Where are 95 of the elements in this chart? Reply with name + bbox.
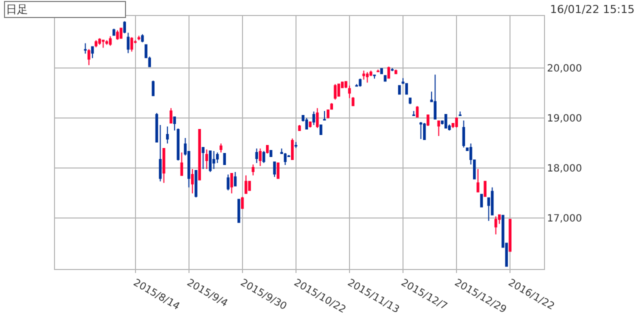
text: 日足 — [6, 3, 28, 16]
candlestick — [98, 38, 101, 46]
candlestick — [130, 36, 134, 52]
text: 16/01/22 15:15 — [550, 3, 635, 16]
candlestick — [394, 69, 398, 75]
candlestick — [205, 148, 208, 170]
candlestick — [408, 97, 412, 105]
candlestick — [138, 35, 140, 41]
candlestick — [202, 146, 204, 170]
candlestick — [108, 36, 112, 46]
candlestick — [162, 147, 166, 184]
candlestick — [380, 68, 383, 75]
candlestick — [308, 121, 312, 128]
candlestick — [241, 196, 244, 210]
candlestick — [266, 144, 269, 154]
candlestick — [455, 118, 458, 128]
candlestick — [208, 150, 212, 172]
candlestick — [330, 102, 333, 110]
candlestick — [434, 74, 437, 120]
candlestick — [191, 168, 194, 194]
candlestick — [105, 40, 108, 46]
candlestick — [462, 120, 466, 148]
candlestick — [494, 216, 498, 235]
candlestick — [194, 170, 198, 198]
candlestick — [480, 193, 483, 208]
candlestick — [423, 122, 426, 140]
candlestick — [316, 108, 319, 129]
candlestick — [294, 142, 298, 148]
candlestick — [226, 174, 230, 191]
candlestick — [320, 124, 322, 136]
candlestick — [284, 152, 287, 166]
candlestick — [120, 27, 122, 40]
candlestick — [305, 118, 308, 130]
candlestick — [323, 110, 326, 122]
candlestick — [255, 148, 258, 164]
candlestick — [126, 32, 130, 54]
candlestick — [390, 68, 394, 72]
candlestick — [234, 171, 237, 186]
candlestick — [426, 114, 430, 127]
candlestick — [230, 172, 234, 194]
candlestick — [112, 28, 116, 36]
candlestick — [155, 112, 158, 143]
candlestick — [312, 111, 316, 126]
candlestick — [326, 109, 330, 120]
candlestick — [84, 42, 87, 54]
candlestick — [373, 74, 376, 80]
candlestick — [276, 162, 280, 180]
candlestick — [358, 78, 362, 88]
candlestick — [437, 120, 440, 137]
candlestick — [180, 152, 184, 176]
candlestick — [258, 148, 262, 166]
candlestick — [244, 174, 248, 194]
candlestick — [270, 149, 272, 158]
candlestick — [262, 150, 266, 164]
candlestick — [198, 129, 201, 181]
candlestick — [273, 161, 276, 178]
candlestick — [152, 80, 155, 97]
candlestick — [419, 122, 422, 140]
candlestick — [223, 152, 226, 166]
candlestick — [376, 69, 380, 73]
candlestick — [476, 168, 480, 193]
candlestick — [166, 126, 169, 144]
y-tick-label: 18,000 — [547, 163, 582, 174]
candlestick — [116, 30, 119, 40]
y-tick-label: 20,000 — [547, 64, 582, 75]
candlestick — [176, 128, 180, 161]
candlestick — [173, 116, 176, 132]
candlestick — [334, 84, 337, 100]
candlestick — [94, 40, 98, 48]
candlestick — [88, 48, 90, 66]
candlestick — [412, 110, 416, 117]
candlestick — [416, 106, 419, 118]
candlestick — [484, 180, 486, 198]
candlestick — [237, 198, 240, 224]
candlestick — [398, 84, 401, 96]
candlestick — [508, 218, 512, 252]
candlestick — [158, 124, 162, 182]
candlestick — [337, 83, 340, 98]
y-tick-label: 17,000 — [547, 213, 582, 224]
candlestick — [220, 143, 222, 153]
y-tick-label: 19,000 — [547, 114, 582, 125]
candlestick — [252, 164, 254, 176]
candlestick — [141, 34, 144, 43]
candlestick — [212, 150, 216, 170]
candlestick — [387, 66, 390, 80]
candlestick — [123, 20, 126, 34]
candlestick — [91, 46, 94, 59]
candlestick — [170, 108, 172, 124]
candlestick — [366, 72, 369, 84]
candlestick — [444, 114, 448, 130]
candlestick — [458, 111, 462, 117]
candlestick — [102, 39, 105, 48]
candlestick — [362, 70, 366, 80]
candlestick — [298, 124, 301, 132]
candlestick — [290, 138, 294, 160]
